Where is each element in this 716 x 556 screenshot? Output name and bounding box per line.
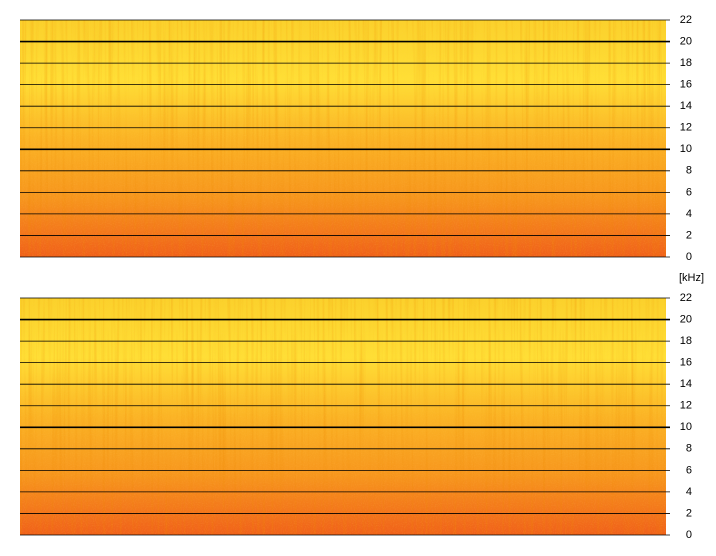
- y-tick-label: 14: [680, 378, 692, 390]
- y-tick-label: 18: [680, 335, 692, 347]
- y-tick-label: 8: [686, 165, 692, 177]
- y-tick-label: 4: [686, 208, 692, 220]
- y-tick-label: 18: [680, 57, 692, 69]
- y-tick-label: 22: [680, 292, 692, 304]
- y-tick-label: 2: [686, 229, 692, 241]
- y-tick-label: 12: [680, 122, 692, 134]
- y-tick-label: 4: [686, 486, 692, 498]
- y-tick-label: 8: [686, 443, 692, 455]
- y-tick-label: 2: [686, 507, 692, 519]
- y-tick-label: 6: [686, 186, 692, 198]
- y-tick-label: 12: [680, 400, 692, 412]
- y-tick-label: 0: [686, 251, 692, 263]
- y-axis-label: [kHz]: [679, 272, 704, 284]
- y-tick-label: 20: [680, 35, 692, 47]
- y-tick-label: 16: [680, 79, 692, 91]
- y-tick-label: 16: [680, 357, 692, 369]
- y-tick-label: 22: [680, 14, 692, 26]
- y-tick-label: 20: [680, 313, 692, 325]
- y-tick-label: 10: [680, 143, 692, 155]
- y-tick-label: 10: [680, 421, 692, 433]
- y-tick-label: 0: [686, 529, 692, 541]
- y-tick-label: 6: [686, 464, 692, 476]
- spectrogram-grain: [20, 20, 666, 257]
- y-tick-label: 14: [680, 100, 692, 112]
- spectrogram-grain: [20, 298, 666, 535]
